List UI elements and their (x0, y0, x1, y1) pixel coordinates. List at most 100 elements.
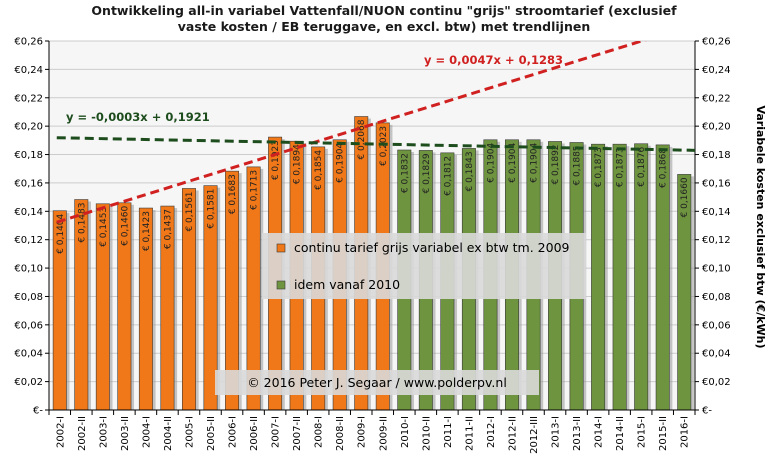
x-tick-label: 2008-II (335, 416, 346, 451)
x-tick-label: 2008-I (314, 416, 325, 448)
y-tick-label-right: €0,26 (702, 37, 731, 48)
data-label: € 0,1923 (271, 140, 281, 180)
y-tick-label-left: €0,14 (14, 207, 43, 218)
data-label: € 0,1885 (573, 145, 583, 185)
data-label: € 0,1904 (336, 143, 346, 183)
trendline-green-label: y = -0,0003x + 0,1921 (66, 110, 210, 124)
data-label: € 0,1832 (400, 153, 410, 193)
x-tick-label: 2016-I (680, 416, 691, 448)
y-tick-label-right: €0,04 (702, 349, 731, 360)
x-tick-label: 2004-I (141, 416, 152, 448)
data-label: € 0,1904 (508, 143, 518, 183)
x-tick-label: 2009-I (357, 416, 368, 448)
y-tick-label-right: €0,14 (702, 207, 731, 218)
y-tick-label-right: €0,24 (702, 65, 731, 76)
x-tick-label: 2005-II (206, 416, 217, 451)
y-tick-label-left: €0,08 (14, 292, 43, 303)
trendline-red-label: y = 0,0047x + 0,1283 (424, 53, 563, 67)
y-tick-label-right: €0,20 (702, 122, 731, 133)
legend-swatch-orange (276, 243, 286, 253)
data-label: € 0,1437 (163, 209, 173, 249)
y-tick-label-left: €0,22 (14, 93, 43, 104)
data-label: € 0,1829 (422, 153, 432, 193)
y-tick-label-left: €0,20 (14, 122, 43, 133)
copyright-text: © 2016 Peter J. Segaar / www.polderpv.nl (247, 375, 507, 390)
data-label: € 0,1812 (443, 156, 453, 196)
data-label: € 0,1873 (594, 147, 604, 187)
x-tick-label: 2002-II (77, 416, 88, 451)
plot-area (49, 41, 695, 410)
x-tick-label: 2002-I (55, 416, 66, 448)
x-tick-label: 2015-I (637, 416, 648, 448)
x-tick-label: 2012-I (486, 416, 497, 448)
y-tick-label-right: €0,18 (702, 150, 731, 161)
y-tick-label-left: €0,16 (14, 178, 43, 189)
data-label: € 0,1892 (551, 144, 561, 184)
data-label: € 0,1876 (637, 146, 647, 186)
y-tick-label-left: €0,24 (14, 65, 43, 76)
data-label: € 0,2068 (357, 119, 367, 159)
y-tick-label-left: €0,02 (14, 377, 43, 388)
legend-label-2: idem vanaf 2010 (294, 277, 400, 292)
x-tick-label: 2013-II (572, 416, 583, 451)
x-tick-label: 2003-II (120, 416, 131, 451)
x-tick-label: 2012-II (507, 416, 518, 451)
data-label: € 0,1460 (120, 206, 130, 246)
data-label: € 0,1660 (680, 177, 690, 217)
chart-title-line2: vaste kosten / EB teruggave, en excl. bt… (177, 19, 591, 34)
y-tick-label-left: €0,12 (14, 235, 43, 246)
y-tick-label-left: €- (33, 406, 43, 417)
x-tick-label: 2011-II (464, 416, 475, 451)
x-tick-label: 2007-I (271, 416, 282, 448)
y-tick-label-right: €0,22 (702, 93, 731, 104)
x-tick-label: 2007-II (292, 416, 303, 451)
y-tick-label-right: €- (702, 406, 712, 417)
x-tick-label: 2004-II (163, 416, 174, 451)
x-tick-label: 2013-I (551, 416, 562, 448)
x-tick-label: 2003-I (98, 416, 109, 448)
data-label: € 0,1873 (616, 147, 626, 187)
data-label: € 0,1453 (99, 207, 109, 247)
y-tick-label-right: €0,08 (702, 292, 731, 303)
data-label: € 0,1581 (207, 189, 217, 229)
y-tick-label-left: €0,06 (14, 320, 43, 331)
data-label: € 0,1868 (659, 148, 669, 188)
y-axis-title-right: Variabele kosten exclusief btw (€/kWh) (754, 105, 767, 348)
data-label: € 0,1483 (77, 203, 87, 243)
y-tick-label-right: €0,16 (702, 178, 731, 189)
x-tick-label: 2012-III (529, 416, 540, 454)
y-tick-label-right: €0,12 (702, 235, 731, 246)
data-label: € 0,1904 (486, 143, 496, 183)
copyright-box (215, 370, 539, 395)
data-label: € 0,1404 (56, 213, 66, 253)
data-label: € 0,1904 (530, 143, 540, 183)
data-label: € 0,1683 (228, 174, 238, 214)
x-tick-label: 2005-I (184, 416, 195, 448)
x-tick-label: 2006-II (249, 416, 260, 451)
data-label: € 0,1423 (142, 211, 152, 251)
y-tick-label-right: €0,10 (702, 264, 731, 275)
x-tick-label: 2015-II (658, 416, 669, 451)
x-tick-label: 2014-I (594, 416, 605, 448)
y-tick-label-left: €0,26 (14, 37, 43, 48)
y-tick-label-right: €0,02 (702, 377, 731, 388)
trendline-green (56, 136, 695, 152)
legend-swatch-green (276, 280, 286, 290)
x-tick-label: 2006-I (228, 416, 239, 448)
x-tick-label: 2010-II (421, 416, 432, 451)
trendline-group (56, 41, 695, 224)
data-label: € 0,1561 (185, 191, 195, 231)
y-tick-label-left: €0,18 (14, 150, 43, 161)
x-tick-label: 2010-I (400, 416, 411, 448)
data-label: € 0,1843 (465, 151, 475, 191)
x-tick-label: 2009-II (378, 416, 389, 451)
x-tick-label: 2014-II (615, 416, 626, 451)
x-tick-label: 2011-I (443, 416, 454, 448)
y-tick-label-left: €0,04 (14, 349, 43, 360)
chart-title-line1: Ontwikkeling all-in variabel Vattenfall/… (91, 3, 677, 18)
y-tick-label-right: €0,06 (702, 320, 731, 331)
data-label: € 0,1854 (314, 150, 324, 190)
data-label: € 0,1713 (250, 170, 260, 210)
